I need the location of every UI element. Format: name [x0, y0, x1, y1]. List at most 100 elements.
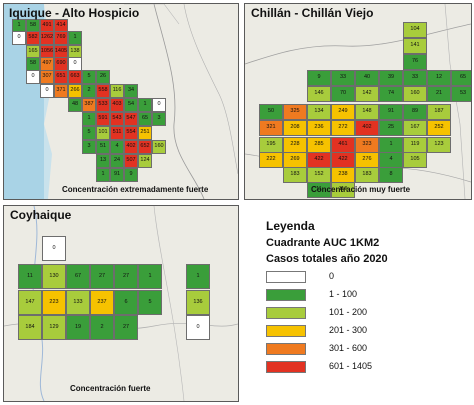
- grid-cell: 39: [379, 70, 403, 86]
- grid-cell: 238: [331, 167, 355, 183]
- grid-cell: 50: [259, 104, 283, 120]
- grid-cell: 9: [124, 168, 138, 182]
- grid-cell: 51: [96, 140, 110, 154]
- grid-cell: 70: [331, 86, 355, 102]
- grid-cell: 123: [427, 137, 451, 153]
- grid-cell: 591: [96, 112, 110, 126]
- grid-cell: 1: [138, 98, 152, 112]
- grid-cell: 130: [42, 264, 66, 289]
- grid-cell: 402: [124, 140, 138, 154]
- grid-cell: 228: [283, 137, 307, 153]
- grid-cell: 119: [331, 182, 355, 198]
- grid-cell: 652: [138, 140, 152, 154]
- grid-cell: 11: [307, 182, 331, 198]
- grid-cell: 402: [355, 120, 379, 136]
- map-panel-chillan: Chillán - Chillán Viejo 0008140393312651…: [244, 3, 472, 200]
- grid-cell: 4: [379, 152, 403, 168]
- grid-cell: 3: [82, 140, 96, 154]
- grid-cell: 422: [307, 152, 331, 168]
- legend-swatch: [266, 271, 306, 283]
- grid-cell: 5: [82, 126, 96, 140]
- grid-cell: 54: [124, 98, 138, 112]
- grid-cell: 272: [331, 120, 355, 136]
- grid-cell: 0: [40, 84, 54, 98]
- grid-cell: 276: [355, 152, 379, 168]
- grid-cell: 160: [403, 86, 427, 102]
- grid-cell: 325: [283, 104, 307, 120]
- grid-cell: 2: [82, 84, 96, 98]
- grid-cell: 1: [186, 264, 210, 289]
- map-caption: Concentración extremadamente fuerte: [62, 185, 209, 194]
- legend-swatch: [266, 307, 306, 319]
- map-panel-iquique: Iquique - Alto Hospicio 1 58 491 414 0 582 126…: [3, 3, 239, 200]
- grid-cell: 33: [403, 70, 427, 86]
- grid-cell: 769: [54, 31, 68, 45]
- legend-swatch: [266, 289, 306, 301]
- grid-cell: 285: [307, 137, 331, 153]
- grid-cell: 119: [403, 137, 427, 153]
- map-caption: Concentración muy fuerte: [311, 185, 411, 194]
- grid-cell: 5: [82, 70, 96, 84]
- grid-cell: 184: [18, 315, 42, 340]
- grid-cell: 116: [110, 84, 124, 98]
- grid-cell: 663: [68, 70, 82, 84]
- grid-cell: 134: [307, 104, 331, 120]
- grid-cell: 91: [110, 168, 124, 182]
- grid-cell: 249: [331, 104, 355, 120]
- grid-cell: 223: [42, 290, 66, 315]
- legend-label: 1 - 100: [329, 289, 358, 299]
- grid-cell: 1: [138, 264, 162, 289]
- grid-cell: 651: [54, 70, 68, 84]
- legend-label: 201 - 300: [329, 325, 368, 335]
- grid-cell: 24: [110, 154, 124, 168]
- grid-cell: 65: [138, 112, 152, 126]
- legend-label: 601 - 1405: [329, 361, 373, 371]
- grid-cell: 141: [403, 38, 427, 54]
- grid-cell: 543: [110, 112, 124, 126]
- grid-cell: 422: [331, 152, 355, 168]
- grid-cell: 74: [379, 86, 403, 102]
- grid-cell: 19: [66, 315, 90, 340]
- grid-cell: 1: [82, 112, 96, 126]
- grid-cell: 3: [152, 112, 166, 126]
- grid-cell: 89: [403, 104, 427, 120]
- legend-subtitle: Casos totales año 2020: [266, 253, 388, 265]
- legend-swatch: [266, 361, 306, 373]
- grid-cell: 5: [138, 290, 162, 315]
- legend-title: Leyenda: [266, 219, 315, 233]
- grid-cell: 48: [68, 98, 82, 112]
- grid-cell: 222: [259, 152, 283, 168]
- grid-cell: 27: [90, 264, 114, 289]
- grid-cell: 236: [307, 120, 331, 136]
- map-caption: Concentración fuerte: [70, 384, 151, 393]
- grid-cell: 690: [54, 57, 68, 71]
- grid-cell: 0: [26, 70, 40, 84]
- grid-cell: 160: [152, 140, 166, 154]
- legend: Leyenda Cuadrante AUC 1KM2 Casos totales…: [250, 215, 472, 403]
- grid-cell: 101: [96, 126, 110, 140]
- grid-cell: 105: [403, 152, 427, 168]
- grid-cell: 266: [68, 84, 82, 98]
- grid-cell: 76: [403, 54, 427, 70]
- grid-cell: 104: [403, 22, 427, 38]
- grid-cell: 323: [355, 137, 379, 153]
- legend-label: 301 - 600: [329, 343, 368, 353]
- grid-cell: 507: [124, 154, 138, 168]
- grid-cell: 183: [283, 167, 307, 183]
- grid-cell: 461: [331, 137, 355, 153]
- legend-label: 0: [329, 271, 335, 281]
- grid-cell: 195: [259, 137, 283, 153]
- grid-cell: 2: [90, 315, 114, 340]
- grid-cell: 152: [307, 167, 331, 183]
- grid-cell: 1: [96, 168, 110, 182]
- grid-cell: 0: [152, 98, 166, 112]
- legend-subtitle: Cuadrante AUC 1KM2: [266, 237, 380, 249]
- legend-swatch: [266, 343, 306, 355]
- grid-cell: 124: [138, 154, 152, 168]
- grid-cell: 208: [283, 120, 307, 136]
- grid-cell: 547: [124, 112, 138, 126]
- grid-cell: 12: [427, 70, 451, 86]
- map-panel-coyhaique: Coyhaique 0 11 130 67 27 27 1 1 147 223 133 237 6 5 13…: [3, 205, 239, 402]
- grid-cell: 8: [379, 167, 403, 183]
- grid-cell: 0: [186, 315, 210, 340]
